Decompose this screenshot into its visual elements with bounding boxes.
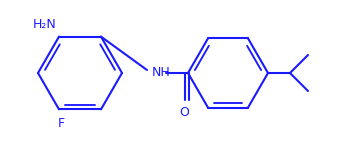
Text: F: F — [57, 117, 65, 130]
Text: NH: NH — [152, 66, 171, 80]
Text: O: O — [179, 106, 189, 119]
Text: H₂N: H₂N — [32, 18, 56, 31]
